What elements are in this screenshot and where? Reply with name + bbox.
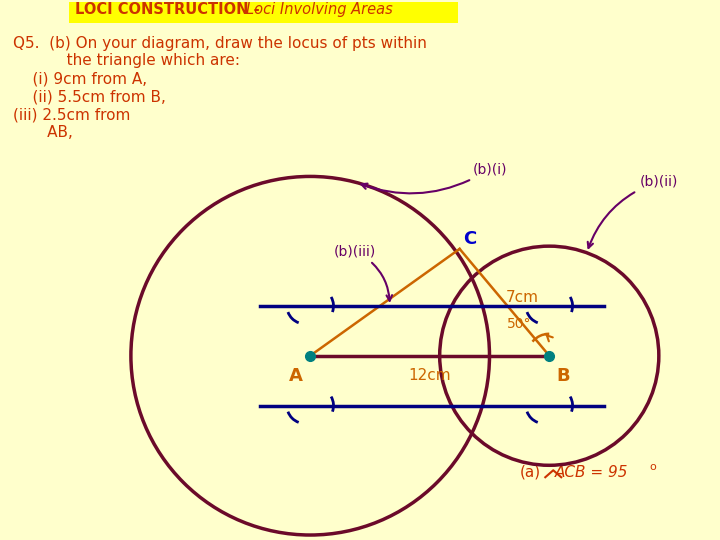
Text: (b)(iii): (b)(iii) [334, 244, 392, 301]
Text: (a): (a) [519, 465, 541, 480]
Text: 7cm: 7cm [506, 290, 539, 305]
Text: (iii) 2.5cm from: (iii) 2.5cm from [14, 107, 131, 122]
Text: Loci Involving Areas: Loci Involving Areas [246, 2, 393, 17]
FancyBboxPatch shape [69, 0, 458, 23]
Text: o: o [650, 462, 657, 472]
Text: AB,: AB, [14, 125, 73, 140]
Text: (ii) 5.5cm from B,: (ii) 5.5cm from B, [14, 89, 166, 104]
Text: (b)(ii): (b)(ii) [588, 174, 678, 248]
Text: A: A [289, 367, 303, 384]
Text: LOCI CONSTRUCTION -: LOCI CONSTRUCTION - [75, 2, 265, 17]
Text: (b)(i): (b)(i) [361, 162, 507, 193]
Text: 50°: 50° [507, 317, 531, 331]
Text: the triangle which are:: the triangle which are: [14, 53, 240, 69]
Text: ACB = 95: ACB = 95 [555, 465, 629, 480]
Text: (i) 9cm from A,: (i) 9cm from A, [14, 71, 148, 86]
Text: 12cm: 12cm [408, 368, 451, 383]
Text: C: C [463, 230, 476, 248]
Text: Q5.  (b) On your diagram, draw the locus of pts within: Q5. (b) On your diagram, draw the locus … [14, 36, 427, 51]
Text: B: B [557, 367, 570, 384]
